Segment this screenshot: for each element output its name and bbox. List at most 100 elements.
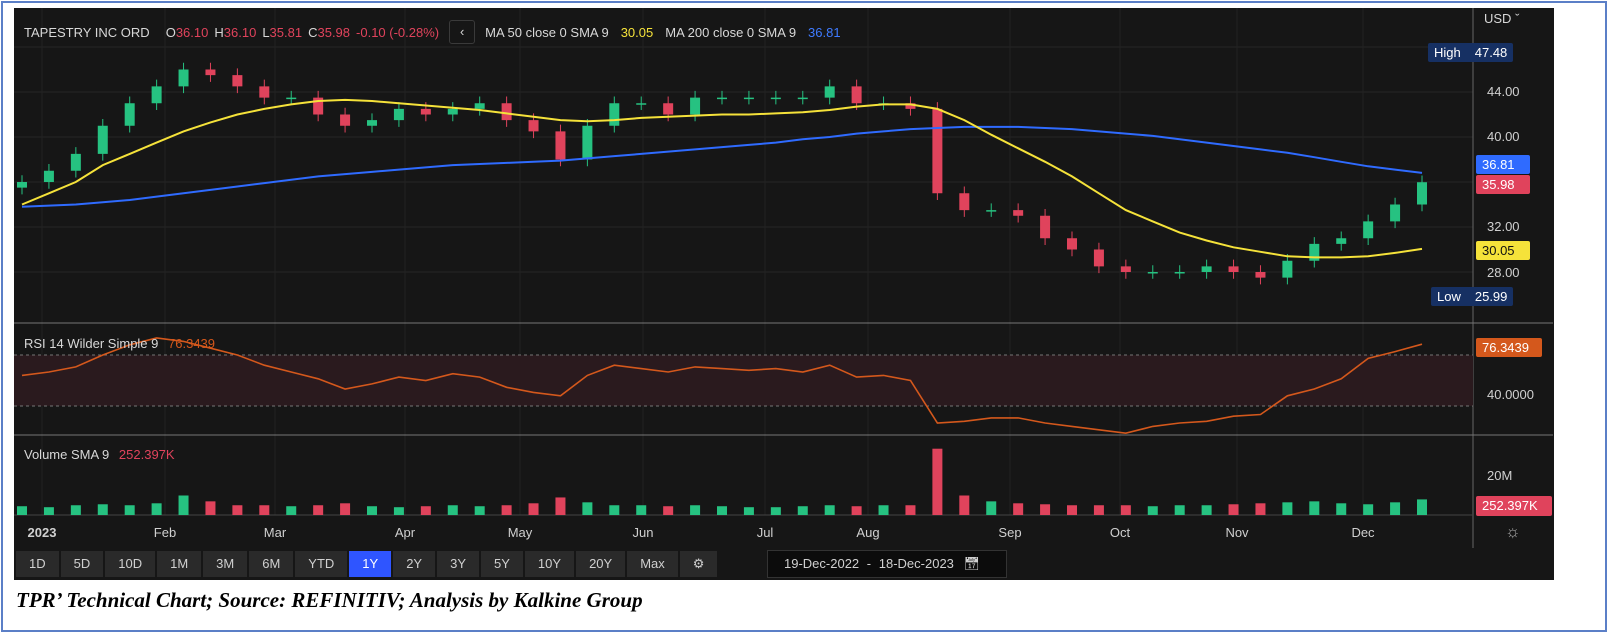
- rsi-label: RSI 14 Wilder Simple 9: [24, 336, 159, 351]
- high-tag-label: High: [1434, 45, 1461, 60]
- volume-bar: [1336, 503, 1347, 515]
- volume-bar: [1417, 499, 1427, 515]
- candle-body: [367, 120, 377, 126]
- volume-bar: [824, 505, 835, 515]
- volume-bar: [932, 448, 943, 515]
- volume-bar: [286, 506, 297, 515]
- candle-body: [124, 103, 135, 126]
- currency-selector[interactable]: USD ˇ: [1484, 11, 1519, 26]
- period-button-3y[interactable]: 3Y: [437, 551, 480, 577]
- gear-icon[interactable]: ⚙: [679, 551, 718, 577]
- candle-body: [1417, 182, 1427, 205]
- volume-bar: [1120, 505, 1131, 515]
- low-value: 35.81: [269, 24, 303, 40]
- month-label: Jun: [632, 525, 654, 540]
- volume-bar: [1390, 502, 1401, 515]
- ma200-label: MA 200 close 0 SMA 9: [665, 24, 797, 40]
- price-tick: 32.00: [1487, 219, 1520, 234]
- candle-body: [824, 86, 835, 98]
- month-label: Mar: [263, 525, 287, 540]
- volume-bar: [367, 506, 377, 515]
- settings-sun-icon[interactable]: ☼: [1505, 522, 1521, 541]
- candle-body: [232, 75, 243, 87]
- rsi-line: [21, 337, 1423, 435]
- volume-bar: [851, 506, 862, 515]
- rsi-legend: RSI 14 Wilder Simple 9 76.3439: [24, 336, 215, 351]
- volume-bar: [205, 501, 216, 515]
- high-value: 36.10: [223, 24, 257, 40]
- volume-bar: [609, 505, 620, 515]
- volume-bar: [313, 505, 324, 515]
- rsi-value: 76.3439: [168, 336, 216, 351]
- month-label: Oct: [1109, 525, 1131, 540]
- date-range-picker[interactable]: 19-Dec-2022 - 18-Dec-2023 📅︎: [767, 550, 1007, 578]
- period-button-1m[interactable]: 1M: [157, 551, 202, 577]
- period-button-10y[interactable]: 10Y: [524, 551, 575, 577]
- ma200-price-tag: 36.81: [1476, 155, 1530, 174]
- period-button-3m[interactable]: 3M: [203, 551, 248, 577]
- change-value: -0.10 (-0.28%): [356, 24, 440, 40]
- candle-body: [340, 114, 351, 126]
- period-button-10d[interactable]: 10D: [105, 551, 156, 577]
- volume-bar: [959, 495, 970, 515]
- volume-bar: [232, 505, 243, 515]
- low-tag-value: 25.99: [1474, 289, 1508, 304]
- period-button-1y[interactable]: 1Y: [349, 551, 392, 577]
- period-button-ytd[interactable]: YTD: [295, 551, 348, 577]
- month-label: 2023: [27, 525, 57, 540]
- candle-body: [1174, 272, 1185, 274]
- candle-body: [447, 108, 458, 115]
- figure-caption: TPR’ Technical Chart; Source: REFINITIV;…: [16, 588, 643, 612]
- low-label: L: [262, 24, 270, 40]
- candle-body: [609, 103, 620, 126]
- period-button-20y[interactable]: 20Y: [576, 551, 626, 577]
- volume-bar: [1147, 506, 1158, 515]
- period-button-1d[interactable]: 1D: [16, 551, 59, 577]
- volume-bar: [528, 503, 539, 515]
- period-button-2y[interactable]: 2Y: [393, 551, 436, 577]
- ma200-line: [21, 125, 1423, 208]
- high-label: H: [214, 24, 224, 40]
- period-button-max[interactable]: Max: [627, 551, 678, 577]
- volume-bar: [905, 505, 916, 515]
- candle-body: [1390, 204, 1401, 222]
- candle-body: [1201, 266, 1212, 272]
- period-button-5d[interactable]: 5D: [60, 551, 104, 577]
- candle-body: [663, 103, 674, 115]
- period-button-5y[interactable]: 5Y: [481, 551, 523, 577]
- volume-bar: [555, 497, 566, 515]
- candle-body: [97, 125, 108, 154]
- rsi-tick: 40.0000: [1487, 387, 1534, 402]
- volume-bar: [1363, 504, 1374, 515]
- candle-body: [1120, 266, 1131, 272]
- volume-bar: [124, 505, 135, 515]
- candle-body: [420, 108, 431, 115]
- open-value: 36.10: [175, 24, 209, 40]
- candle-body: [905, 103, 916, 109]
- chevron-left-icon[interactable]: ‹: [449, 20, 476, 44]
- candle-body: [313, 97, 324, 115]
- price-tick: 28.00: [1487, 265, 1520, 280]
- candle-body: [259, 86, 270, 98]
- candle-body: [743, 97, 754, 100]
- volume-bar: [1067, 505, 1077, 515]
- period-button-6m[interactable]: 6M: [249, 551, 294, 577]
- volume-bar: [151, 503, 162, 515]
- volume-bar: [770, 507, 781, 515]
- volume-bar: [717, 506, 727, 515]
- candle-body: [1309, 243, 1320, 261]
- candle-body: [555, 131, 566, 160]
- candle-body: [932, 108, 943, 194]
- candle-body: [1147, 272, 1158, 274]
- volume-bar: [501, 505, 512, 515]
- chart-legend: TAPESTRY INC ORD O36.10 H36.10 L35.81 C3…: [24, 20, 841, 44]
- candle-body: [1255, 272, 1266, 278]
- candle-body: [851, 86, 862, 104]
- price-tick: 44.00: [1487, 84, 1520, 99]
- volume-bar: [663, 506, 674, 515]
- period-selector: 1D 5D 10D 1M 3M 6M YTD 1Y 2Y 3Y 5Y 10Y 20Y Max ⚙: [16, 551, 718, 577]
- candle-body: [1228, 266, 1239, 272]
- low-tag: Low 25.99: [1431, 287, 1514, 306]
